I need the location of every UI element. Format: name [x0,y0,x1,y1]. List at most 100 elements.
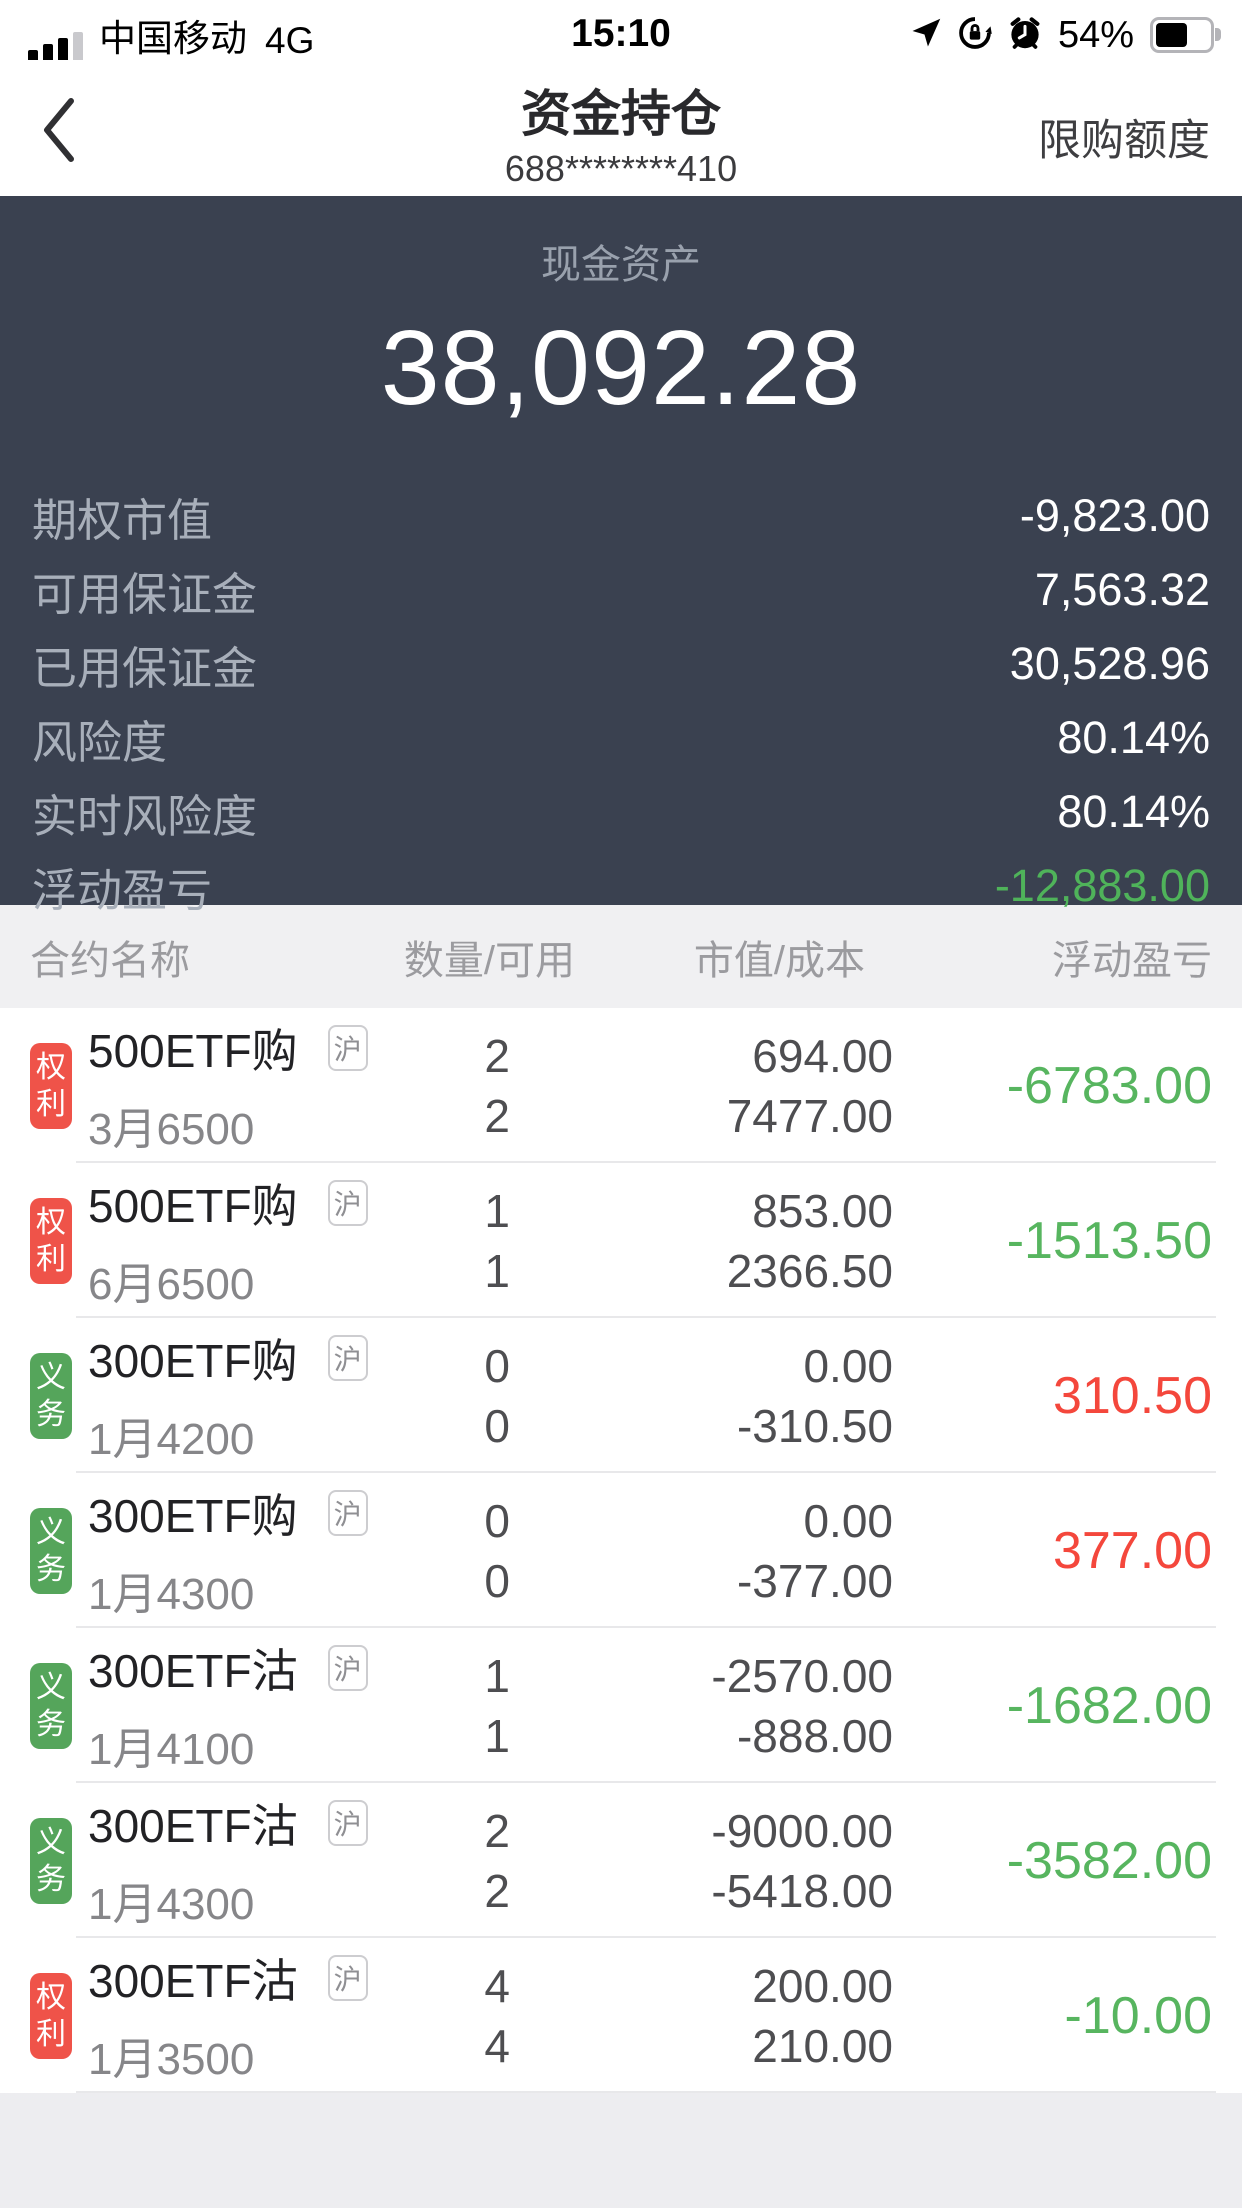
battery-percent-label: 54% [1057,13,1134,56]
market-value: -2570.00 [711,1649,893,1702]
nav-title-group: 资金持仓 688********410 [0,74,1242,190]
contract-detail: 6月6500 [88,1259,255,1309]
exchange-badge: 沪 [327,1489,368,1536]
quantity-value: 0 [484,1494,510,1547]
available-value: 2 [484,1089,510,1142]
market-value: 0.00 [803,1494,893,1547]
marketvalue-cell: -9000.00 -5418.00 [510,1801,893,1921]
back-button[interactable] [38,94,78,171]
available-value: 4 [484,2019,510,2072]
exchange-badge: 沪 [327,1954,368,2001]
floating-pl-value: 377.00 [1052,1521,1212,1580]
position-row[interactable]: 权利 500ETF购 沪 3月6500 2 2 694.00 7477.00 -… [0,1008,1242,1163]
contract-cell: 义务 300ETF购 沪 1月4300 [30,1480,368,1622]
floating-pl-value: -6783.00 [1006,1056,1212,1115]
summary-row: 已用保证金 30,528.96 [32,627,1210,701]
available-value: 1 [484,1709,510,1762]
location-arrow-icon [908,15,944,56]
contract-name-group: 500ETF购 沪 3月6500 [88,1015,368,1157]
available-value: 0 [484,1554,510,1607]
available-value: 2 [484,1864,510,1917]
cost-value: 2366.50 [726,1244,893,1297]
carrier-label: 中国移动 [99,18,247,59]
exchange-badge: 沪 [327,1644,368,1691]
summary-label: 实时风险度 [32,790,258,842]
summary-value: 7,563.32 [1034,564,1210,615]
cost-value: -310.50 [736,1399,893,1452]
purchase-limit-button[interactable]: 限购额度 [1038,117,1210,165]
header-quantity-available: 数量/可用 [403,938,575,983]
page-title: 资金持仓 [521,86,721,142]
quantity-value: 2 [484,1029,510,1082]
summary-row: 浮动盈亏 -12,883.00 [32,849,1210,923]
summary-kv-list: 期权市值 -9,823.00 可用保证金 7,563.32 已用保证金 30,5… [32,479,1210,923]
marketvalue-cell: 853.00 2366.50 [510,1181,893,1301]
market-value: 853.00 [752,1184,893,1237]
account-summary-panel: 现金资产 38,092.28 期权市值 -9,823.00 可用保证金 7,56… [0,196,1242,916]
quantity-cell: 4 4 [360,1956,510,2076]
position-row[interactable]: 义务 300ETF沽 沪 1月4300 2 2 -9000.00 -5418.0… [0,1783,1242,1938]
account-number-masked: 688********410 [504,148,738,189]
contract-name-group: 300ETF沽 沪 1月3500 [88,1945,368,2087]
cost-value: -888.00 [736,1709,893,1762]
contract-cell: 义务 300ETF购 沪 1月4200 [30,1325,368,1467]
status-bar: 中国移动 4G 15:10 [0,0,1242,62]
status-right-group: 54% [621,13,1221,57]
cost-value: 210.00 [752,2019,893,2072]
summary-label: 风险度 [32,716,168,768]
position-type-badge: 权利 [30,1042,72,1129]
contract-name: 300ETF购 [88,1489,298,1542]
contract-name-group: 300ETF购 沪 1月4300 [88,1480,368,1622]
quantity-cell: 1 1 [360,1646,510,1766]
cash-assets-label: 现金资产 [541,243,701,287]
contract-cell: 权利 500ETF购 沪 6月6500 [30,1170,368,1312]
floating-pl-value: 310.50 [1052,1366,1212,1425]
exchange-badge: 沪 [327,1024,368,1071]
contract-cell: 权利 300ETF沽 沪 1月3500 [30,1945,368,2087]
market-value: 200.00 [752,1959,893,2012]
positions-list: 权利 500ETF购 沪 3月6500 2 2 694.00 7477.00 -… [0,1008,1242,2093]
quantity-cell: 2 2 [360,1801,510,1921]
header-marketvalue-cost: 市值/成本 [693,938,865,983]
position-type-badge: 义务 [30,1352,72,1439]
cellular-signal-icon [28,32,83,62]
summary-label: 可用保证金 [32,568,258,620]
cash-assets-value: 38,092.28 [380,309,862,427]
summary-value: -9,823.00 [1019,490,1210,541]
marketvalue-cell: 694.00 7477.00 [510,1026,893,1146]
footer-area [0,2093,1242,2208]
contract-name-group: 300ETF购 沪 1月4200 [88,1325,368,1467]
exchange-badge: 沪 [327,1799,368,1846]
summary-value: 80.14% [1057,786,1210,837]
position-row[interactable]: 权利 300ETF沽 沪 1月3500 4 4 200.00 210.00 -1… [0,1938,1242,2093]
summary-label: 浮动盈亏 [32,864,213,916]
quantity-value: 1 [484,1184,510,1237]
marketvalue-cell: 200.00 210.00 [510,1956,893,2076]
header-floating-pl: 浮动盈亏 [1052,938,1212,983]
contract-cell: 义务 300ETF沽 沪 1月4300 [30,1790,368,1932]
positions-table-header: 合约名称 数量/可用 市值/成本 浮动盈亏 [0,905,1242,1008]
position-row[interactable]: 义务 300ETF购 沪 1月4200 0 0 0.00 -310.50 310… [0,1318,1242,1473]
quantity-value: 4 [484,1959,510,2012]
marketvalue-cell: -2570.00 -888.00 [510,1646,893,1766]
position-row[interactable]: 权利 500ETF购 沪 6月6500 1 1 853.00 2366.50 -… [0,1163,1242,1318]
floating-pl-value: -1513.50 [1006,1211,1212,1270]
contract-detail: 1月4200 [88,1414,255,1464]
position-type-badge: 义务 [30,1507,72,1594]
battery-fill [1156,23,1188,47]
available-value: 1 [484,1244,510,1297]
position-row[interactable]: 义务 300ETF购 沪 1月4300 0 0 0.00 -377.00 377… [0,1473,1242,1628]
contract-name-group: 300ETF沽 沪 1月4100 [88,1635,368,1777]
contract-detail: 1月4300 [88,1569,255,1619]
cost-value: 7477.00 [726,1089,893,1142]
summary-label: 期权市值 [32,494,213,546]
contract-detail: 1月4300 [88,1879,255,1929]
position-row[interactable]: 义务 300ETF沽 沪 1月4100 1 1 -2570.00 -888.00… [0,1628,1242,1783]
available-value: 0 [484,1399,510,1452]
market-value: -9000.00 [711,1804,893,1857]
contract-name: 500ETF购 [88,1179,298,1232]
floating-pl-value: -3582.00 [1006,1831,1212,1890]
position-type-badge: 权利 [30,1972,72,2059]
battery-tip [1215,28,1221,41]
position-type-badge: 权利 [30,1197,72,1284]
